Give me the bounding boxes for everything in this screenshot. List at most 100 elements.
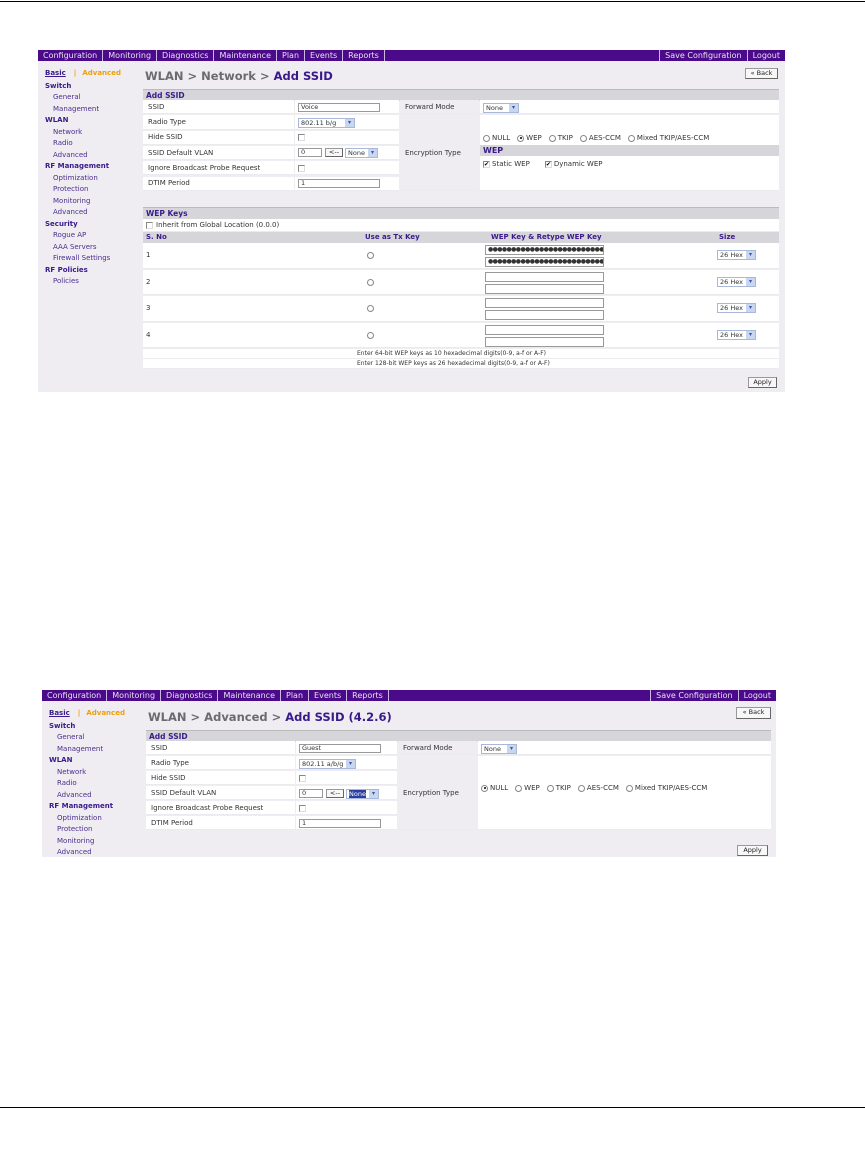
sidebar-item-advanced[interactable]: Advanced	[53, 150, 88, 159]
nav-monitoring[interactable]: Monitoring	[103, 50, 158, 61]
radio-type-select[interactable]: 802.11 b/g ▾	[298, 117, 355, 128]
apply-button[interactable]: Apply	[737, 845, 768, 856]
sidebar-item-monitoring[interactable]: Monitoring	[57, 836, 95, 845]
ssid-input[interactable]: Guest	[299, 743, 381, 753]
wep-key-retype-input[interactable]	[485, 283, 604, 294]
nav-events[interactable]: Events	[305, 50, 344, 61]
sidebar-item-general[interactable]: General	[53, 93, 81, 101]
sidebar-item-advanced[interactable]: Advanced	[53, 208, 88, 216]
nav-diagnostics[interactable]: Diagnostics	[161, 690, 219, 701]
forward-mode-select[interactable]: None ▾	[483, 102, 519, 113]
static-wep-option[interactable]: ✔ Static WEP	[483, 160, 530, 168]
wep-key-input[interactable]	[485, 324, 604, 335]
encryption-option-wep[interactable]: WEP	[515, 784, 540, 792]
encryption-option-null[interactable]: NULL	[481, 784, 508, 792]
nav-configuration[interactable]: Configuration	[38, 50, 104, 61]
sidebar-item-rogue-ap[interactable]: Rogue AP	[53, 231, 87, 239]
back-button[interactable]: « Back	[745, 68, 778, 79]
nav-plan[interactable]: Plan	[277, 50, 306, 61]
sidebar-item-network[interactable]: Network	[57, 767, 87, 776]
apply-button[interactable]: Apply	[748, 377, 777, 388]
nav-maintenance[interactable]: Maintenance	[214, 50, 277, 61]
sidebar-item-general[interactable]: General	[57, 733, 85, 741]
key-size-select[interactable]: 26 Hex ▾	[717, 276, 756, 287]
encryption-option-wep[interactable]: WEP	[517, 134, 542, 142]
radio-button[interactable]	[515, 784, 523, 792]
wep-key-input[interactable]: ●●●●●●●●●●●●●●●●●●●●●●●●●●	[485, 245, 604, 255]
sidebar-item-optimization[interactable]: Optimization	[53, 173, 98, 182]
nav-save-configuration[interactable]: Save Configuration	[650, 690, 737, 701]
ignore-probe-checkbox[interactable]	[299, 804, 306, 812]
radio-button[interactable]	[579, 134, 587, 142]
radio-button[interactable]	[481, 784, 488, 792]
radio-button[interactable]	[548, 134, 556, 142]
use-as-tx-key-radio[interactable]	[367, 305, 374, 312]
sidebar-item-firewall-settings[interactable]: Firewall Settings	[53, 254, 111, 262]
nav-logout[interactable]: Logout	[746, 50, 785, 61]
nav-reports[interactable]: Reports	[347, 690, 389, 701]
nav-plan[interactable]: Plan	[281, 690, 310, 701]
use-as-tx-key-radio[interactable]	[367, 331, 374, 339]
use-as-tx-key-radio[interactable]	[367, 278, 374, 286]
nav-maintenance[interactable]: Maintenance	[218, 690, 281, 701]
sidebar-item-aaa-servers[interactable]: AAA Servers	[53, 242, 97, 251]
sidebar-advanced-tab[interactable]: Advanced	[86, 709, 125, 717]
sidebar-item-advanced[interactable]: Advanced	[57, 790, 92, 799]
encryption-option-null[interactable]: NULL	[483, 134, 510, 142]
dynamic-wep-option[interactable]: ✔ Dynamic WEP	[544, 160, 602, 168]
back-button[interactable]: « Back	[736, 707, 771, 719]
wep-key-retype-input[interactable]	[485, 310, 604, 320]
wep-key-input[interactable]	[485, 271, 604, 282]
vlan-copy-button[interactable]: <--	[326, 788, 344, 798]
radio-button[interactable]	[517, 134, 525, 142]
wep-key-retype-input[interactable]	[485, 336, 604, 347]
dynamic-wep-checkbox[interactable]: ✔	[544, 160, 552, 168]
ssid-input[interactable]: Voice	[298, 102, 380, 112]
key-size-select[interactable]: 26 Hex ▾	[717, 303, 756, 313]
sidebar-item-monitoring[interactable]: Monitoring	[53, 196, 91, 205]
radio-button[interactable]	[625, 784, 633, 792]
encryption-option-aes-ccm[interactable]: AES-CCM	[579, 134, 621, 142]
radio-button[interactable]	[483, 134, 490, 142]
vlan-input[interactable]: 0	[299, 788, 323, 798]
static-wep-checkbox[interactable]: ✔	[483, 160, 490, 168]
sidebar-item-network[interactable]: Network	[53, 127, 83, 136]
hide-ssid-checkbox[interactable]	[299, 774, 306, 782]
ignore-probe-checkbox[interactable]	[298, 164, 305, 172]
sidebar-item-protection[interactable]: Protection	[57, 825, 93, 833]
sidebar-item-radio[interactable]: Radio	[57, 779, 77, 787]
use-as-tx-key-radio[interactable]	[367, 252, 374, 259]
wep-key-input[interactable]	[485, 298, 604, 308]
nav-diagnostics[interactable]: Diagnostics	[157, 50, 215, 61]
key-size-select[interactable]: 26 Hex ▾	[717, 329, 756, 340]
inherit-checkbox[interactable]	[146, 221, 153, 229]
nav-events[interactable]: Events	[309, 690, 348, 701]
encryption-option-tkip[interactable]: TKIP	[548, 134, 573, 142]
dtim-input[interactable]: 1	[299, 818, 381, 828]
sidebar-item-protection[interactable]: Protection	[53, 185, 89, 193]
sidebar-item-management[interactable]: Management	[53, 104, 100, 113]
wep-key-retype-input[interactable]: ●●●●●●●●●●●●●●●●●●●●●●●●●●	[485, 257, 604, 267]
key-size-select[interactable]: 26 Hex ▾	[717, 250, 756, 260]
radio-button[interactable]	[577, 784, 585, 792]
hide-ssid-checkbox[interactable]	[298, 134, 305, 142]
sidebar-item-advanced[interactable]: Advanced	[57, 848, 92, 856]
nav-reports[interactable]: Reports	[343, 50, 385, 61]
vlan-input[interactable]: 0	[298, 148, 322, 158]
radio-type-select[interactable]: 802.11 a/b/g ▾	[299, 758, 356, 769]
radio-button[interactable]	[546, 784, 554, 792]
sidebar-basic-tab[interactable]: Basic	[49, 709, 70, 717]
encryption-option-aes-ccm[interactable]: AES-CCM	[577, 784, 619, 792]
sidebar-item-policies[interactable]: Policies	[53, 277, 79, 285]
nav-monitoring[interactable]: Monitoring	[107, 690, 162, 701]
dtim-input[interactable]: 1	[298, 179, 380, 188]
vlan-copy-button[interactable]: <--	[325, 148, 343, 158]
forward-mode-select[interactable]: None ▾	[481, 743, 517, 754]
sidebar-advanced-tab[interactable]: Advanced	[82, 69, 121, 77]
sidebar-basic-tab[interactable]: Basic	[45, 69, 66, 77]
nav-save-configuration[interactable]: Save Configuration	[659, 50, 746, 61]
vlan-select[interactable]: None ▾	[345, 148, 378, 159]
sidebar-item-management[interactable]: Management	[57, 744, 104, 753]
vlan-select[interactable]: None ▾	[346, 788, 379, 799]
encryption-option-mixed-tkip-aes-ccm[interactable]: Mixed TKIP/AES-CCM	[625, 784, 707, 792]
